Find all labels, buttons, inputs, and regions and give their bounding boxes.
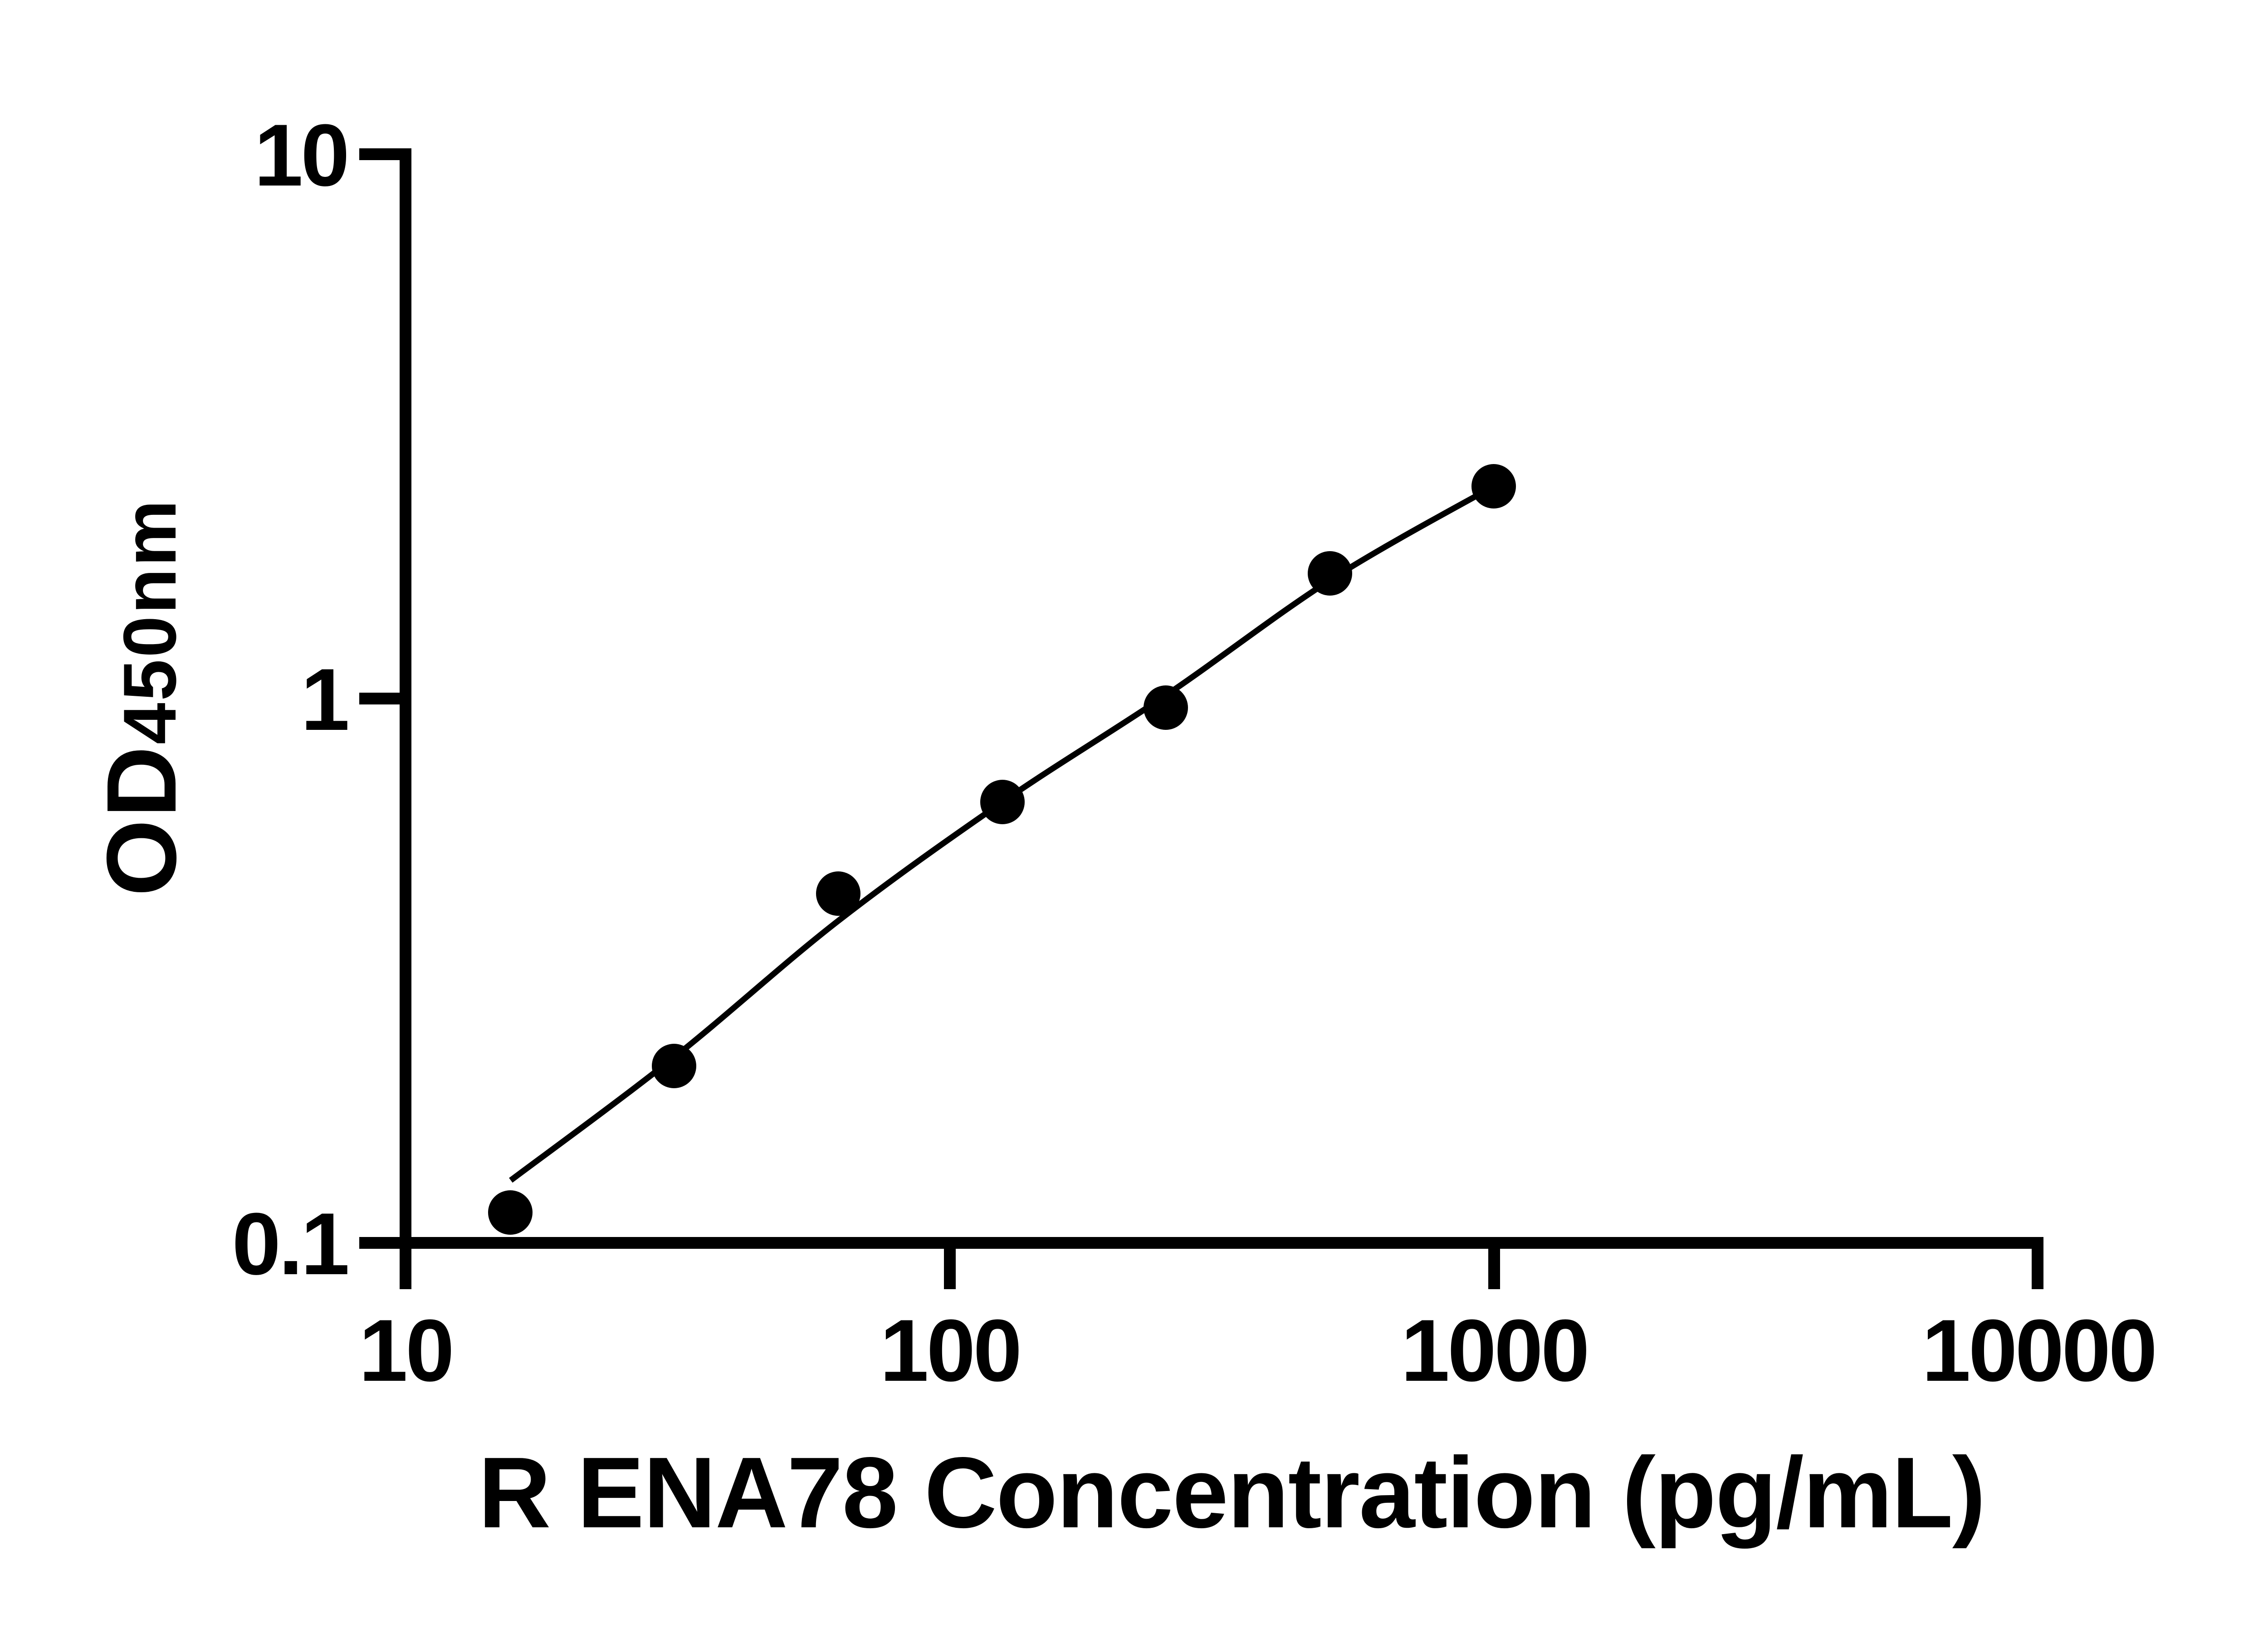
svg-text:10: 10 — [254, 106, 347, 205]
svg-text:10: 10 — [359, 1301, 452, 1400]
svg-text:1: 1 — [301, 650, 347, 749]
svg-text:R ENA78 Concentration (pg/mL): R ENA78 Concentration (pg/mL) — [478, 1437, 1984, 1549]
svg-text:10000: 10000 — [1922, 1301, 2155, 1400]
svg-text:1000: 1000 — [1401, 1301, 1588, 1400]
svg-text:0.1: 0.1 — [232, 1195, 347, 1293]
svg-text:100: 100 — [880, 1301, 1020, 1400]
